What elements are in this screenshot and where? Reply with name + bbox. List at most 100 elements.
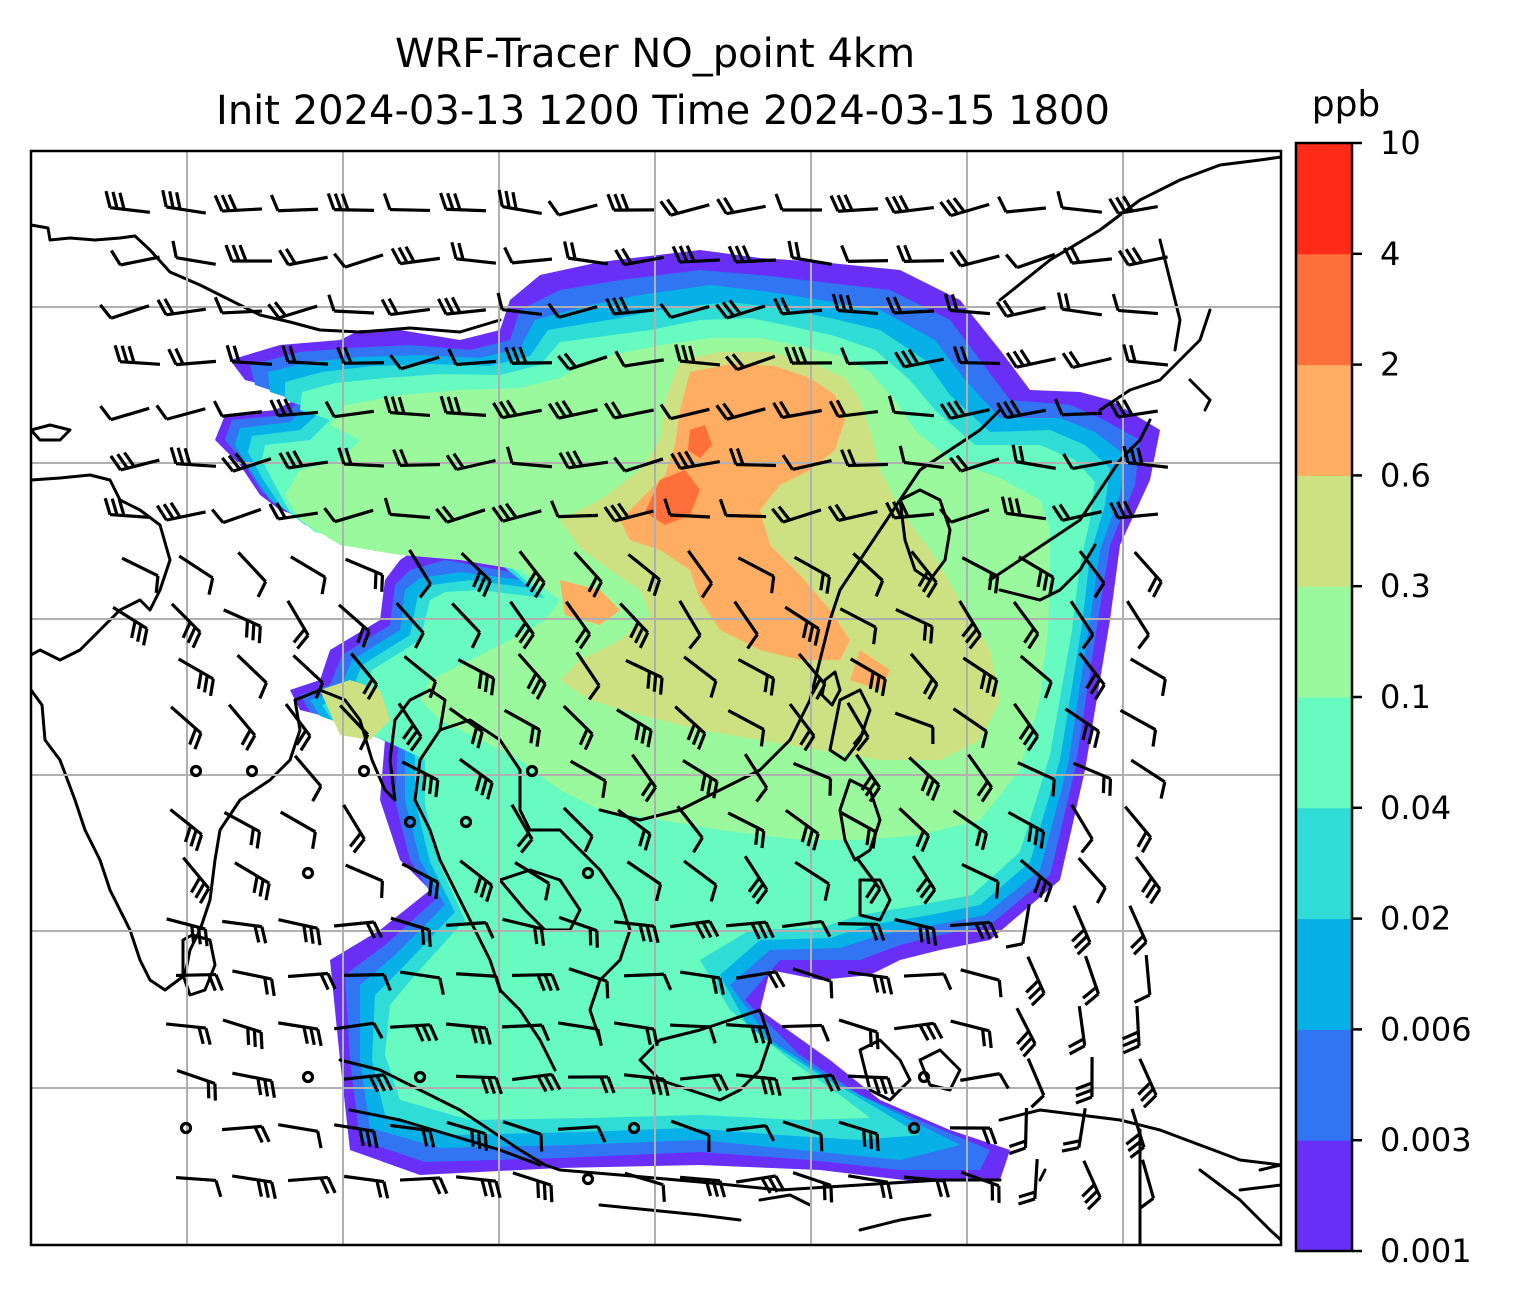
wind-barb [1108,195,1158,215]
wind-barb [223,608,262,644]
wind-barb [679,1175,727,1198]
wind-barb [679,1073,729,1092]
wind-barb [847,970,894,995]
wind-barb [1122,1005,1141,1055]
wind-barb [491,502,542,523]
wind-barb [287,971,337,991]
wind-barb [492,399,542,420]
wind-barb [224,244,273,263]
figure-title-line2: Init 2024-03-13 1200 Time 2024-03-15 180… [216,88,1110,134]
wind-barb [232,1071,277,1098]
wind-barb [343,1174,390,1199]
wind-barb [557,352,608,371]
wind-barb [435,505,486,524]
wind-barb [893,1021,944,1041]
wind-barb [236,654,268,700]
wind-barb [287,1175,337,1195]
wind-barb-calm [301,866,315,880]
wind-barb [292,654,325,700]
wind-barb [267,301,318,320]
wind-barb [1011,444,1056,470]
wind-barb [458,757,494,800]
wind-barb [718,498,767,519]
wind-barb [155,404,206,421]
wind-barb [1078,652,1106,701]
wind-barb [177,657,215,697]
wind-barb [501,1023,551,1042]
wind-barb [614,247,664,267]
colorbar-bin-4 [1296,697,1352,809]
wind-barb-calm [459,815,473,829]
wind-barb [781,919,832,938]
wind-barb [511,1072,562,1093]
wind-barb [961,556,1000,594]
colorbar-bin-3 [1296,807,1352,920]
wind-barb [617,808,652,851]
wind-barb [339,704,370,751]
wind-barb [221,452,272,473]
wind-barb [1061,350,1112,370]
wind-barb [967,753,993,803]
wind-barb [949,249,1000,268]
wind-barb [213,296,263,315]
wind-barb [715,402,766,421]
wind-barb [401,862,440,900]
colorbar-bin-6 [1296,475,1352,587]
wind-barb [792,761,833,796]
wind-barb [619,602,650,649]
colorbar: ppb 0.001 0.003 0.006 0.02 0.04 0.1 0.3 0.6 2 4 10 [1294,84,1472,1270]
wind-barb [887,395,935,418]
wind-barb [894,348,944,369]
wind-barb [1138,1159,1156,1210]
wind-barb [383,497,431,520]
wind-barb [459,859,494,903]
wind-barb [847,1074,895,1095]
wind-barb [1082,955,1100,1007]
wind-barb [958,600,982,650]
wind-barb [894,711,935,744]
wind-barb [838,1018,880,1050]
wind-barb [1075,1056,1094,1105]
wind-barb [326,192,375,212]
wind-barb [231,1174,277,1200]
wind-barb [960,968,1003,998]
wind-barb [898,445,945,470]
wind-barb [565,600,592,650]
wind-barb [510,803,534,854]
wind-barb [961,862,1000,899]
wind-barb [399,970,445,995]
wind-barb [113,344,161,366]
wind-barb [606,193,655,212]
wind-barb-calm [301,1070,315,1084]
wind-barb [278,248,328,267]
wind-barb [439,395,487,417]
wind-barb [455,1074,503,1095]
wind-barb-calm [525,764,539,778]
wind-barb [1111,293,1159,316]
wind-barb [847,1174,893,1200]
wind-barb [683,859,718,902]
wind-barb [333,920,383,939]
wind-barb [895,608,934,644]
wind-barb [1019,654,1053,699]
wind-barb [623,972,673,991]
wind-barb [1005,904,1031,949]
wind-barb [99,303,150,320]
wind-barb [439,192,487,213]
wind-barb [1133,551,1163,598]
colorbar-bin-2 [1296,918,1352,1030]
wind-barb [176,1068,217,1101]
wind-barb [1130,758,1167,799]
wind-barb [950,1019,993,1049]
wind-barb [735,1174,786,1194]
wind-barb [112,606,149,646]
wind-barb [1012,600,1040,650]
wind-barb [674,344,721,367]
wind-barb [903,972,953,991]
wind-barb [623,1073,670,1097]
wind-barb [1053,398,1103,417]
wind-barb [518,550,546,599]
wind-barb [1019,858,1053,903]
wind-barb [104,190,151,214]
wind-barb [1007,810,1046,849]
